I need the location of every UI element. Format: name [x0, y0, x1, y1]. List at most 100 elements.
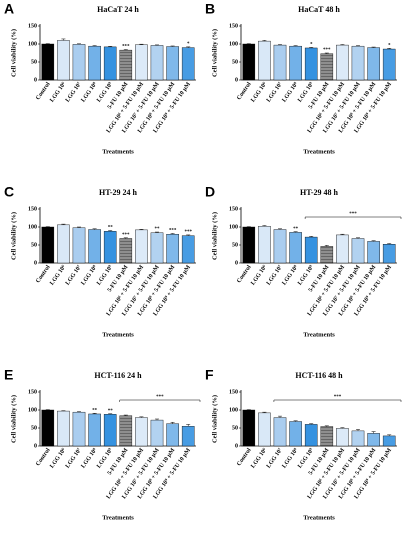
panel-title: HT-29 48 h — [300, 188, 338, 197]
bar — [367, 241, 380, 264]
significance: ** — [92, 408, 98, 413]
y-tick-label: 100 — [28, 224, 37, 230]
bar — [88, 413, 101, 447]
panel-title: HaCaT 48 h — [298, 5, 340, 14]
y-tick-label: 100 — [28, 407, 37, 413]
y-tick-label: 100 — [229, 41, 238, 47]
x-axis-label: Treatments — [102, 148, 134, 155]
bar — [166, 234, 179, 264]
y-axis-label: Cell viability (%) — [10, 395, 17, 443]
bar — [336, 234, 349, 264]
bar — [166, 423, 179, 447]
bar — [304, 47, 318, 81]
y-tick-label: 0 — [34, 77, 37, 83]
bar — [88, 229, 101, 264]
x-tick-label: Control — [35, 264, 52, 284]
significance: *** — [122, 45, 130, 50]
y-tick-label: 100 — [229, 407, 238, 413]
bar — [119, 415, 133, 447]
panel: F HCT-116 48 h Cell viability (%) Treatment… — [205, 367, 402, 521]
bracket-label: *** — [349, 212, 357, 217]
bar — [273, 417, 287, 447]
x-axis-label: Treatments — [303, 514, 335, 521]
bar — [119, 49, 133, 81]
y-tick-label: 0 — [235, 260, 238, 266]
bar — [103, 414, 117, 447]
bar — [119, 238, 133, 264]
bar — [367, 433, 380, 447]
bar — [181, 235, 195, 264]
y-tick-label: 50 — [232, 242, 238, 248]
significance: *** — [184, 230, 192, 235]
bar — [166, 46, 179, 81]
significance: *** — [122, 233, 130, 238]
bracket-label: *** — [156, 395, 164, 400]
x-tick-label: Control — [236, 264, 253, 284]
x-axis-label: Treatments — [303, 331, 335, 338]
significance: ** — [293, 227, 299, 232]
bar — [382, 48, 396, 81]
y-tick-label: 150 — [229, 206, 238, 212]
bar — [289, 232, 302, 264]
y-tick-label: 50 — [31, 242, 37, 248]
bar — [382, 435, 396, 447]
bar — [57, 224, 70, 264]
panel-title: HT-29 24 h — [99, 188, 137, 197]
bar — [289, 45, 302, 81]
bar — [242, 43, 256, 81]
panel: A HaCaT 24 h Cell viability (%) Treatments 0… — [4, 1, 196, 155]
y-tick-label: 100 — [229, 224, 238, 230]
bar — [135, 229, 148, 264]
x-tick-label: Control — [236, 81, 253, 101]
x-axis-label: Treatments — [303, 148, 335, 155]
bar — [273, 44, 287, 81]
x-axis-label: Treatments — [102, 331, 134, 338]
y-tick-label: 150 — [28, 206, 37, 212]
y-tick-label: 150 — [28, 23, 37, 29]
bar — [181, 47, 195, 81]
bar — [336, 428, 349, 447]
y-tick-label: 50 — [232, 425, 238, 431]
bar — [258, 40, 271, 81]
significance: * — [388, 43, 391, 48]
y-tick-label: 150 — [229, 23, 238, 29]
bar — [242, 409, 256, 447]
significance: ** — [108, 409, 114, 414]
significance: * — [187, 42, 190, 47]
bar — [41, 409, 55, 447]
y-tick-label: 150 — [28, 389, 37, 395]
y-axis-label: Cell viability (%) — [211, 29, 218, 77]
bar — [150, 419, 164, 447]
panel: E HCT-116 24 h Cell viability (%) Treatment… — [4, 367, 201, 521]
y-tick-label: 0 — [34, 443, 37, 449]
y-tick-label: 50 — [31, 59, 37, 65]
bar — [150, 45, 164, 81]
panel: B HaCaT 48 h Cell viability (%) Treatments 0… — [205, 1, 397, 155]
significance: ** — [108, 226, 114, 231]
bar — [289, 421, 302, 447]
significance: * — [310, 43, 313, 48]
panel-letter: C — [4, 184, 14, 200]
bar — [72, 44, 86, 81]
panel-letter: A — [4, 1, 14, 17]
bar — [351, 238, 365, 264]
bar — [242, 226, 256, 264]
y-axis-label: Cell viability (%) — [211, 212, 218, 260]
bracket — [119, 399, 201, 402]
bar — [72, 411, 86, 447]
y-tick-label: 50 — [31, 425, 37, 431]
bar — [320, 246, 334, 264]
bar — [103, 231, 117, 264]
y-axis-label: Cell viability (%) — [10, 212, 17, 260]
panel-title: HCT-116 48 h — [295, 371, 343, 380]
bar — [336, 44, 349, 81]
bar — [351, 430, 365, 447]
bracket — [273, 399, 402, 402]
bar — [135, 44, 148, 81]
panel-letter: B — [205, 1, 215, 17]
significance: *** — [323, 48, 331, 53]
bar — [304, 424, 318, 447]
x-tick-label: Control — [35, 81, 52, 101]
y-tick-label: 150 — [229, 389, 238, 395]
bar — [88, 45, 101, 81]
